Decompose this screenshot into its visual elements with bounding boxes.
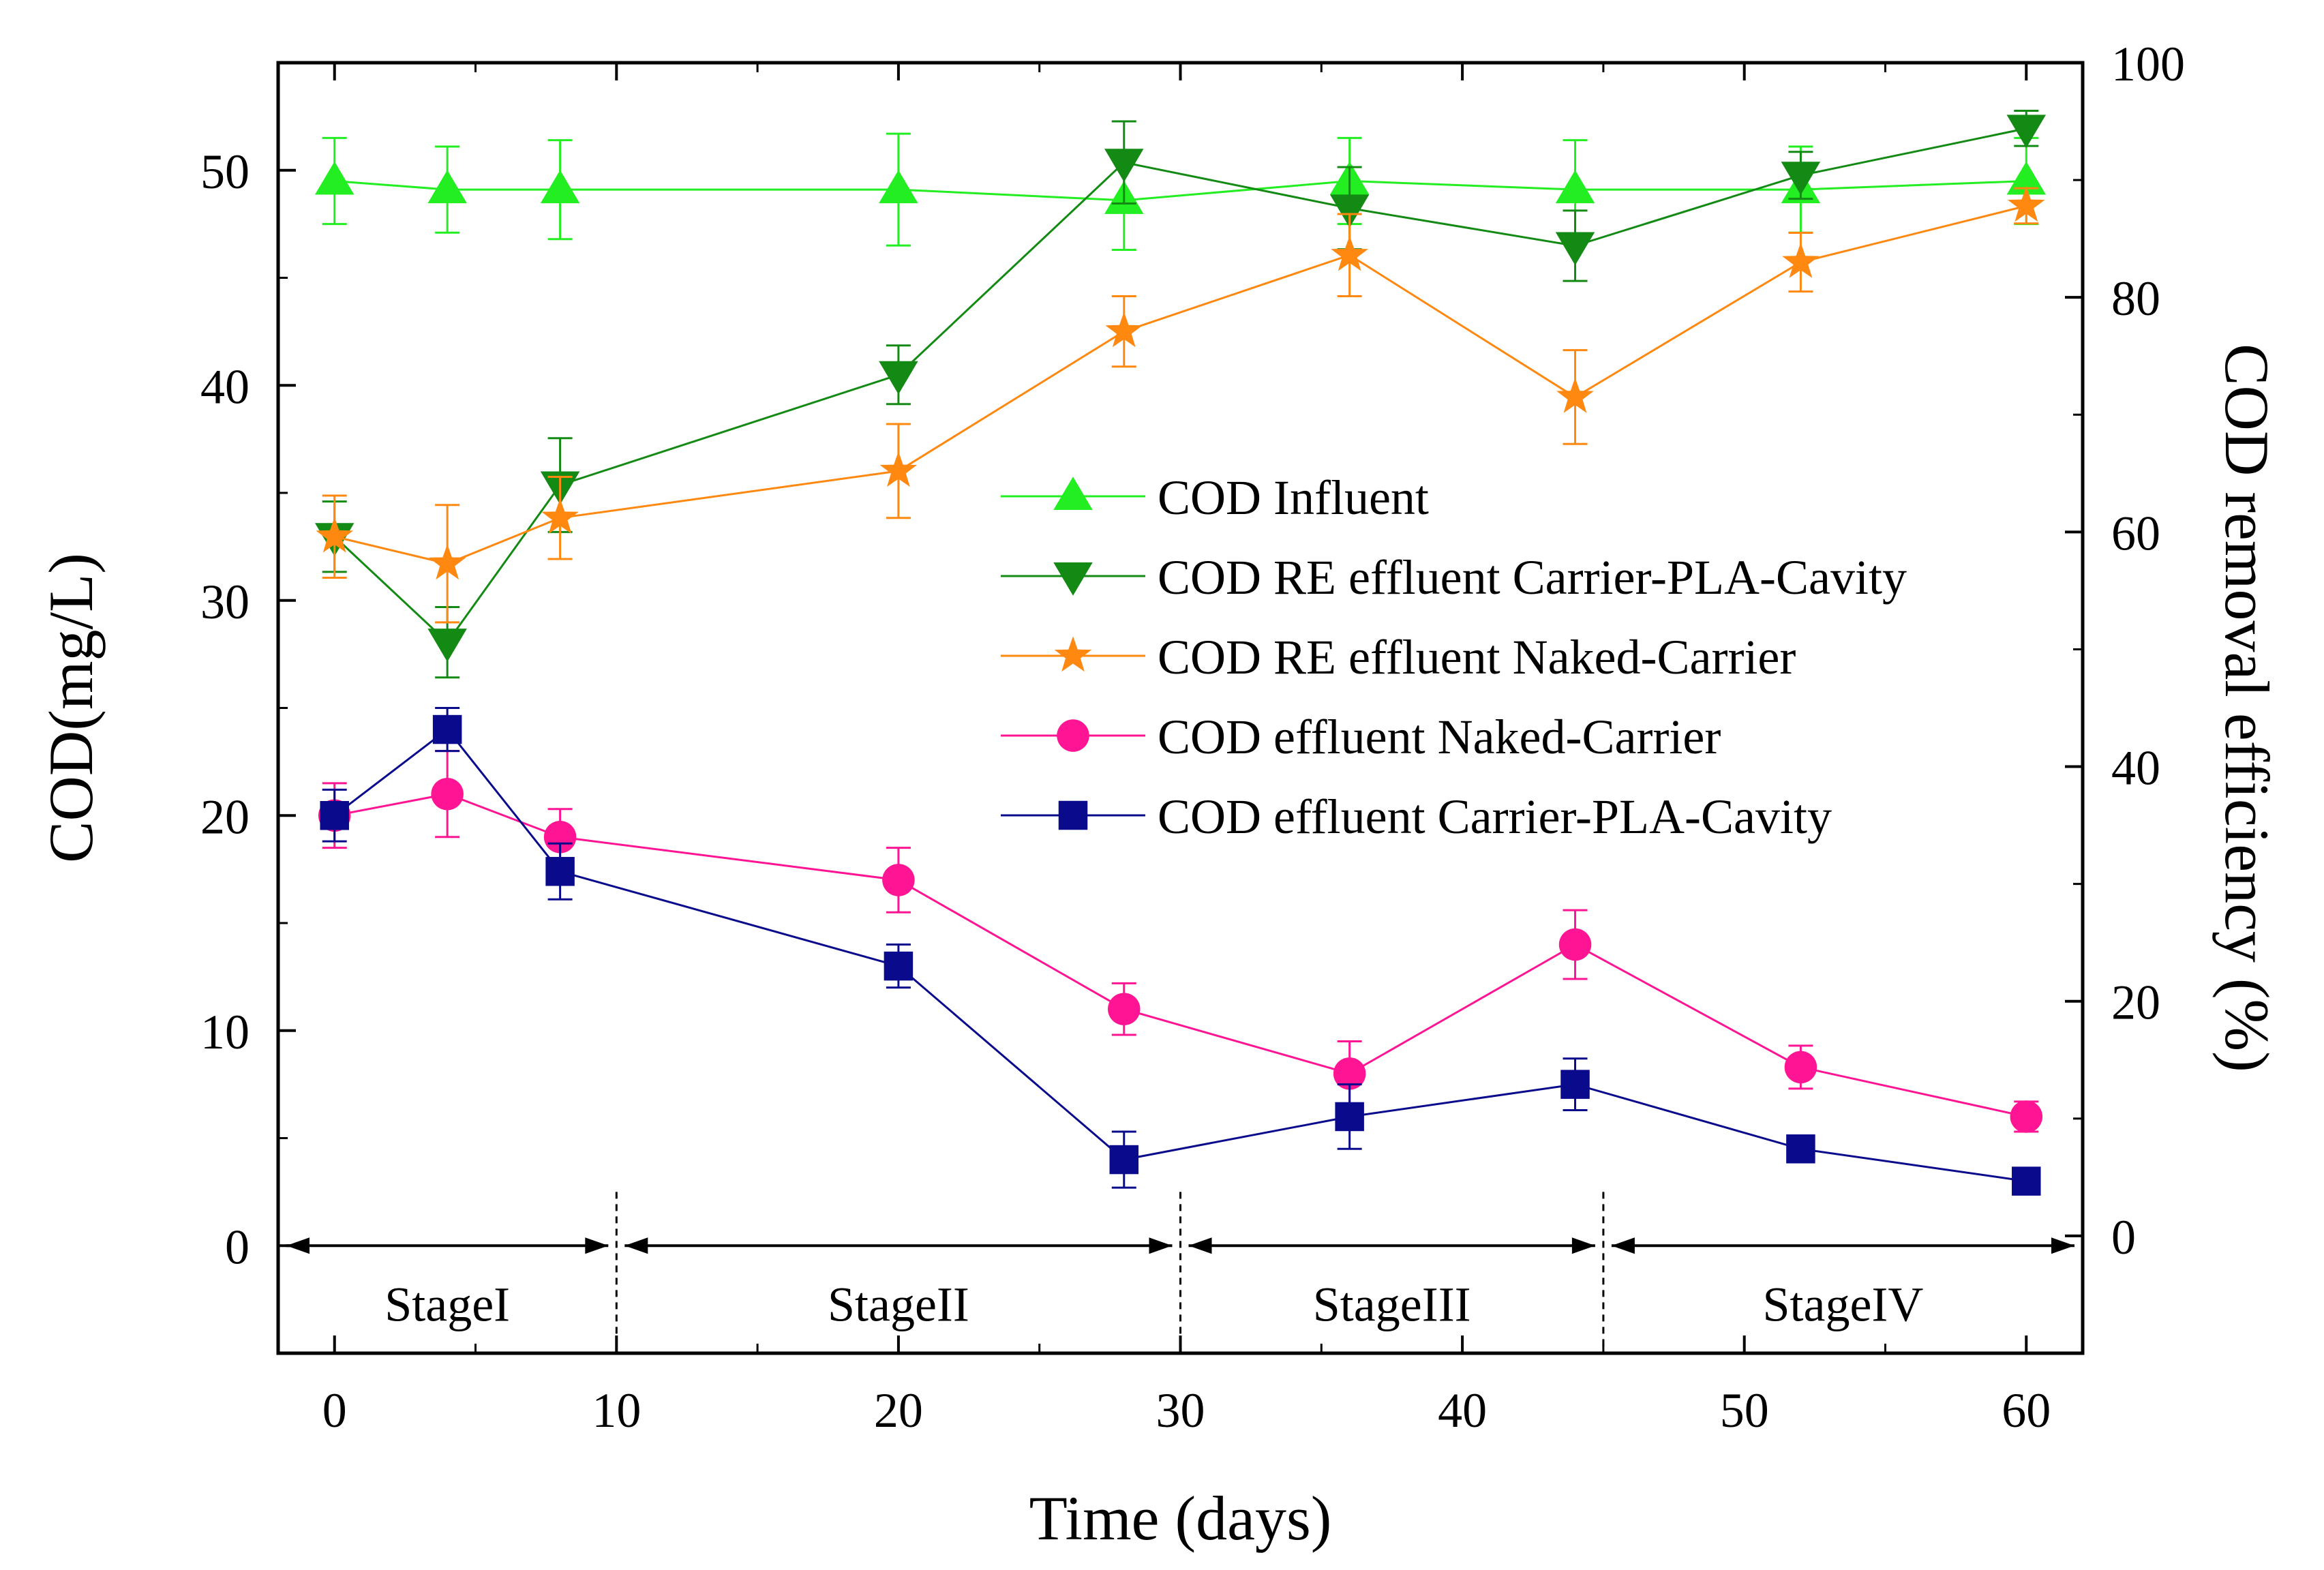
- legend-label: COD RE effluent Carrier-PLA-Cavity: [1158, 550, 1907, 605]
- data-point: [427, 170, 467, 204]
- x-tick-label: 10: [592, 1383, 641, 1438]
- data-point: [1053, 477, 1093, 510]
- data-point: [545, 857, 575, 886]
- data-point: [1560, 1070, 1590, 1099]
- legend-label: COD effluent Naked-Carrier: [1158, 710, 1721, 764]
- data-point: [2012, 1166, 2041, 1196]
- stage-label: StageIII: [1313, 1277, 1471, 1331]
- stage-annotations: StageI StageII StageIII StageIV: [286, 1192, 2074, 1353]
- x-tick-label: 50: [1720, 1383, 1769, 1438]
- series-0: [314, 132, 2047, 251]
- stage-arrow-head: [286, 1237, 310, 1254]
- data-point: [1558, 928, 1592, 961]
- y2-tick-label: 20: [2111, 976, 2160, 1030]
- data-point: [1105, 312, 1143, 348]
- data-point: [884, 951, 914, 981]
- data-point: [1556, 377, 1594, 413]
- y-tick-label: 30: [200, 575, 250, 629]
- data-point: [541, 498, 579, 534]
- stage-arrow-head: [1611, 1237, 1635, 1254]
- data-point: [1109, 1145, 1139, 1175]
- data-point: [1054, 636, 1092, 672]
- legend-entry: COD effluent Carrier-PLA-Cavity: [1001, 789, 1832, 844]
- data-point: [427, 629, 467, 662]
- y2-tick-label: 80: [2111, 271, 2160, 326]
- data-point: [320, 801, 349, 830]
- data-point: [2010, 1100, 2043, 1133]
- data-point: [2006, 115, 2047, 149]
- series-1: [314, 110, 2047, 679]
- data-series: [314, 110, 2047, 1196]
- data-point: [1108, 993, 1141, 1025]
- x-tick-label: 0: [322, 1383, 347, 1438]
- data-point: [1782, 242, 1820, 278]
- data-point: [879, 451, 918, 487]
- stage-label: StageIV: [1762, 1277, 1923, 1331]
- x-tick-label: 30: [1156, 1383, 1205, 1438]
- data-point: [1786, 1134, 1815, 1164]
- y-axis-title: COD(mg/L): [36, 553, 106, 863]
- stage-arrow-head: [624, 1237, 648, 1254]
- data-point: [431, 777, 464, 811]
- legend-entry: COD Influent: [1001, 470, 1429, 525]
- y-tick-label: 50: [200, 145, 250, 199]
- legend-label: COD effluent Carrier-PLA-Cavity: [1158, 789, 1832, 844]
- y-tick-label: 20: [200, 789, 250, 844]
- data-point: [540, 170, 580, 204]
- y2-axis-title: COD removal efficiency (%): [2212, 344, 2282, 1072]
- data-point: [1555, 170, 1595, 204]
- data-point: [1555, 232, 1595, 266]
- stage-arrow-head: [1149, 1237, 1173, 1254]
- y-tick-label: 10: [200, 1005, 250, 1059]
- y2-tick-label: 40: [2111, 741, 2160, 796]
- y2-tick-label: 100: [2111, 37, 2185, 91]
- stage-arrow-head: [1571, 1237, 1595, 1254]
- x-tick-label: 40: [1438, 1383, 1487, 1438]
- data-point: [879, 170, 918, 204]
- data-point: [314, 161, 354, 195]
- stage-label: StageII: [828, 1277, 969, 1331]
- x-tick-label: 20: [874, 1383, 923, 1438]
- legend: COD Influent COD RE effluent Carrier-PLA-…: [1001, 470, 1907, 844]
- legend-entry: COD RE effluent Naked-Carrier: [1001, 630, 1796, 684]
- data-point: [1333, 1057, 1366, 1090]
- stage-arrow-head: [585, 1237, 609, 1254]
- data-point: [1331, 235, 1368, 271]
- stage-arrow-head: [1188, 1237, 1212, 1254]
- x-tick-label: 60: [2002, 1383, 2051, 1438]
- data-point: [1057, 719, 1089, 752]
- data-point: [1104, 149, 1144, 183]
- stage-arrow-head: [2051, 1237, 2074, 1254]
- y-tick-label: 40: [200, 359, 250, 414]
- data-point: [882, 864, 915, 896]
- stage-label: StageI: [384, 1277, 510, 1331]
- legend-entry: COD effluent Naked-Carrier: [1001, 710, 1721, 764]
- data-point: [543, 821, 577, 854]
- legend-entry: COD RE effluent Carrier-PLA-Cavity: [1001, 550, 1907, 605]
- data-point: [879, 361, 918, 395]
- x-axis-title: Time (days): [1029, 1483, 1332, 1553]
- data-point: [1781, 162, 1821, 195]
- data-point: [1058, 800, 1088, 830]
- data-point: [316, 517, 354, 553]
- data-point: [1335, 1102, 1364, 1132]
- series-4: [320, 707, 2041, 1196]
- series-2: [316, 186, 2045, 624]
- y2-tick-label: 60: [2111, 506, 2160, 560]
- y2-tick-label: 0: [2111, 1210, 2136, 1265]
- legend-label: COD RE effluent Naked-Carrier: [1158, 630, 1796, 684]
- axes: 0 10 20 30 40 50 60 0 10 20 30 40 50 0 20 40 60 80 100 Time…: [36, 37, 2282, 1553]
- data-point: [432, 714, 462, 744]
- data-point: [1329, 194, 1370, 228]
- data-point: [1053, 562, 1093, 596]
- data-point: [1784, 1051, 1817, 1084]
- data-point: [2007, 186, 2045, 222]
- data-point: [428, 544, 466, 580]
- y-tick-label: 0: [225, 1220, 250, 1274]
- legend-label: COD Influent: [1158, 470, 1429, 525]
- data-point: [2006, 161, 2047, 195]
